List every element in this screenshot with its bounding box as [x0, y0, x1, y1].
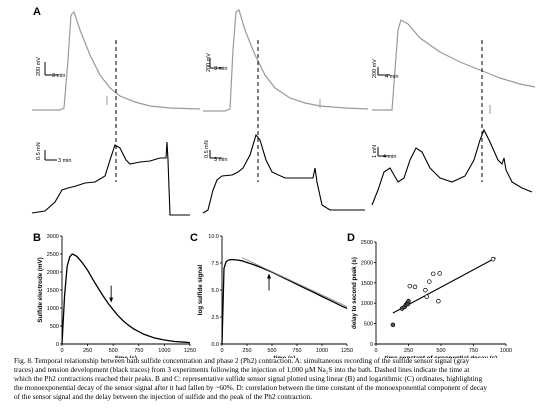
- caption-line: which the Ph2 contractions reached their…: [14, 373, 483, 383]
- chart-c-x-tick-label: 1000: [316, 348, 328, 354]
- chart-c-y-label: log sulfide signal: [197, 264, 204, 315]
- chart-d-x-tick-label: 1000: [500, 348, 512, 354]
- charts-bcd: 0 250 500 750 1000 12500500100015002000250030…: [37, 234, 512, 358]
- scalebar-time-2: 3 min: [214, 66, 228, 72]
- tension-scalebar-time-2: 3 min: [214, 157, 228, 163]
- chart-d-point: [437, 271, 442, 276]
- chart-d-y-tick-label: 1000: [361, 301, 373, 307]
- chart-d-point: [390, 322, 396, 328]
- chart-d-x-tick-label: 0: [374, 348, 377, 354]
- chart-c-y-tick-label: 5.0: [211, 288, 219, 294]
- chart-b-series-1: [61, 253, 191, 345]
- tension-trace-2: [202, 133, 365, 214]
- chart-d-y-label: delay to second peak (s): [351, 257, 358, 329]
- chart-b-x-tick-label: 250: [83, 348, 92, 354]
- chart-c-y-tick-label: 0.0: [211, 342, 219, 348]
- chart-d-x-label: time constant of exponential decay (s): [385, 355, 497, 358]
- caption-line: Fig. 8. Temporal relationship between ba…: [14, 356, 470, 365]
- caption-line: the monoexponential decay of the sensor …: [14, 382, 488, 392]
- chart-b-y-tick-label: 0: [56, 342, 59, 348]
- tension-scalebar-amp-2: 0.5 mN: [204, 140, 210, 158]
- chart-b-y-tick-label: 1500: [47, 288, 59, 294]
- chart-d-point: [424, 294, 429, 299]
- sulfide-trace-2: [203, 9, 369, 112]
- scalebar-amp-1: 200 mV: [36, 57, 42, 76]
- chart-c-y-tick-label: 7.5: [211, 261, 219, 267]
- panel-b-letter: B: [33, 232, 41, 244]
- panel-d-letter: D: [347, 232, 355, 244]
- chart-b-x-tick-label: 750: [134, 348, 143, 354]
- chart-c-series-1: [221, 258, 348, 345]
- chart-d-point: [436, 298, 441, 304]
- chart-d-x-tick-label: 500: [436, 348, 445, 354]
- chart-b: 0 250 500 750 1000 1250 0 500 1000 1500 2000 2500 30…: [37, 234, 196, 358]
- chart-b-x-tick-label: 1250: [184, 348, 196, 354]
- chart-c-x-label: time (s): [273, 355, 295, 358]
- chart-c-x-tick-label: 500: [267, 348, 276, 354]
- chart-c-y-tick-label: 2.5: [211, 315, 219, 321]
- caption-line: traces) and tension development (black t…: [14, 364, 470, 374]
- chart-c-x-tick-label: 1250: [341, 348, 353, 354]
- chart-c-arrowhead: [267, 273, 271, 279]
- chart-d-y-tick-label: 0: [370, 342, 373, 348]
- chart-b-x-tick-label: 0: [60, 348, 63, 354]
- chart-d-y-tick-label: 2500: [361, 240, 373, 246]
- chart-d-point: [412, 284, 418, 290]
- chart-b-arrowhead: [109, 297, 114, 303]
- chart-d-x-tick-label: 750: [469, 348, 478, 354]
- caption-line: of the sensor signal and the delay betwe…: [14, 391, 313, 401]
- chart-c-x-tick-label: 0: [220, 348, 223, 354]
- tension-trace-3: [371, 128, 533, 206]
- chart-b-y-tick-label: 2000: [47, 270, 59, 276]
- chart-b-y-tick-label: 2500: [47, 252, 59, 258]
- chart-b-y-label: Sulfide electrode (mV): [37, 257, 44, 322]
- chart-b-y-tick-label: 3000: [47, 234, 59, 240]
- chart-d-point: [430, 271, 436, 277]
- chart-d-x-tick-label: 250: [404, 348, 413, 354]
- sulfide-trace-3: [372, 19, 536, 111]
- chart-b-x-tick-label: 500: [109, 348, 118, 354]
- scalebar-time-1: 3 min: [52, 73, 66, 79]
- chart-b-x-label: time (s): [115, 355, 137, 358]
- chart-d-point: [406, 298, 411, 304]
- tension-scalebar-amp-3: 1 mN: [372, 144, 378, 158]
- tension-trace-1: [31, 141, 190, 216]
- chart-d-y-tick-label: 1500: [361, 281, 373, 287]
- chart-c: 0 250 500 750 1000 1250 0.0 2.5 5.0 7.5 10.0 time (…: [197, 234, 353, 358]
- chart-d-point: [423, 287, 428, 293]
- chart-d: 0 250 500 750 1000 0 500 1000 1500 2000 2500 time c…: [351, 240, 512, 358]
- scalebar-amp-3: 200 mV: [372, 59, 378, 78]
- chart-d-point: [427, 279, 432, 284]
- chart-d-point: [407, 283, 413, 289]
- tension-scalebar-time-1: 3 min: [58, 158, 72, 164]
- chart-c-y-tick-label: 10.0: [208, 234, 219, 240]
- scalebar-amp-2: 200 mV: [206, 53, 212, 72]
- chart-d-point: [490, 256, 496, 262]
- panel-a-letter: A: [33, 6, 41, 18]
- chart-b-y-tick-label: 1000: [47, 306, 59, 312]
- chart-b-y-tick-label: 500: [50, 324, 59, 330]
- figure-caption: Fig. 8. Temporal relationship between ba…: [14, 356, 542, 402]
- chart-c-x-tick-label: 250: [242, 348, 251, 354]
- chart-d-y-tick-label: 2000: [361, 260, 373, 266]
- scalebar-time-3: 4 min: [385, 74, 399, 80]
- panel-c-letter: C: [190, 232, 198, 244]
- chart-c-x-tick-label: 750: [292, 348, 301, 354]
- tension-scalebar-amp-1: 0.5 mN: [36, 142, 42, 160]
- chart-d-y-tick-label: 500: [364, 322, 373, 328]
- chart-c-series-2: [241, 257, 348, 308]
- panel-a-traces: [31, 9, 536, 216]
- chart-b-x-tick-label: 1000: [158, 348, 170, 354]
- sulfide-trace-1: [32, 10, 201, 111]
- tension-scalebar-time-3: 4 min: [383, 154, 397, 160]
